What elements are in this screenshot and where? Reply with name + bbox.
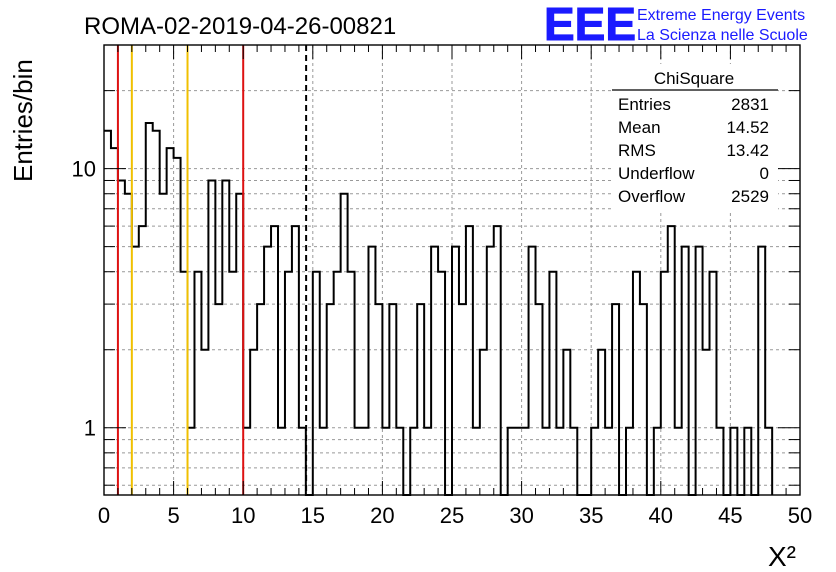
stats-label: Underflow <box>618 164 695 183</box>
y-tick-label: 10 <box>72 157 96 182</box>
x-tick-label: 35 <box>579 503 603 528</box>
stats-label: Mean <box>618 118 661 137</box>
x-tick-label: 15 <box>301 503 325 528</box>
y-axis-label: Entries/bin <box>8 59 38 182</box>
stats-value: 13.42 <box>726 141 769 160</box>
stats-label: RMS <box>618 141 656 160</box>
stats-title: ChiSquare <box>654 69 734 88</box>
stats-value: 2529 <box>731 187 769 206</box>
x-axis-label: X² <box>768 541 796 572</box>
stats-rows: Entries 2831 Mean 14.52 RMS 13.42 Underflow 0 Ov… <box>618 95 769 206</box>
x-tick-label: 0 <box>98 503 110 528</box>
axis-ticks <box>103 44 801 495</box>
x-tick-label: 40 <box>649 503 673 528</box>
histogram-outline <box>104 121 774 496</box>
stats-value: 14.52 <box>726 118 769 137</box>
run-title: ROMA-02-2019-04-26-00821 <box>84 13 396 40</box>
stats-label: Overflow <box>618 187 686 206</box>
stats-value: 0 <box>760 164 769 183</box>
x-tick-label: 20 <box>370 503 394 528</box>
x-tick-label: 50 <box>788 503 812 528</box>
x-tick-label: 10 <box>231 503 255 528</box>
x-tick-label: 30 <box>509 503 533 528</box>
stats-label: Entries <box>618 95 671 114</box>
stats-value: 2831 <box>731 95 769 114</box>
tick-labels: 0 5 10 15 20 25 30 35 40 45 50 1 10 <box>72 157 813 528</box>
eee-logo: EEE <box>544 0 636 50</box>
y-tick-label: 1 <box>84 416 96 441</box>
x-tick-label: 45 <box>718 503 742 528</box>
marker-lines <box>116 45 308 495</box>
x-tick-label: 25 <box>440 503 464 528</box>
logo-line-2: La Scienza nelle Scuole <box>637 27 808 44</box>
logo-line-1: Extreme Energy Events <box>637 7 805 24</box>
stats-box: ChiSquare Entries 2831 Mean 14.52 RMS 13.42 Un… <box>612 64 778 210</box>
x-tick-label: 5 <box>167 503 179 528</box>
histogram <box>104 121 774 496</box>
